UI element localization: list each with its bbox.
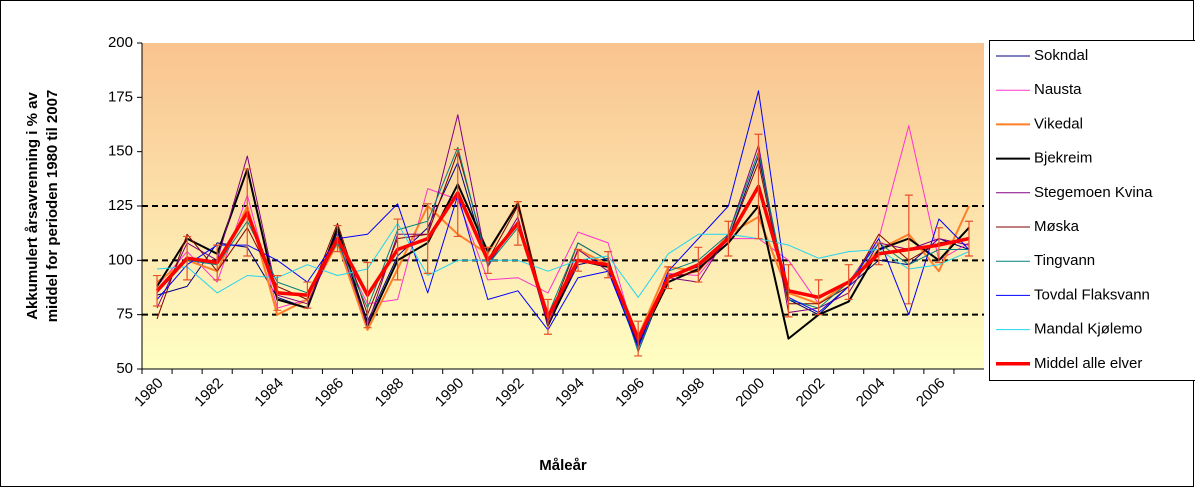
legend-label: Tingvann [1034,252,1095,269]
error-bar [453,148,462,238]
legend-label: Middel alle elver [1034,355,1142,372]
error-bar [844,264,853,301]
error-bar [423,203,432,274]
error-bar [934,227,943,264]
y-tick-label: 125 [108,197,133,214]
error-bar [964,220,973,257]
y-axis-title: Akkumulert årsavrenning i % av [24,92,41,320]
legend-label: Bjekreim [1034,150,1092,167]
error-bar [393,218,402,281]
error-bar [273,274,282,311]
error-bar [634,320,643,357]
legend-label: Sokndal [1034,47,1088,64]
x-axis-title: Måleår [539,457,587,474]
legend-label: Vikedal [1034,115,1083,132]
y-tick-label: 175 [108,88,133,105]
error-bar [153,274,162,307]
y-axis-title: middel for perioden 1980 til 2007 [44,90,61,323]
error-bar [784,264,793,318]
error-bar [814,279,823,316]
legend-label: Tovdal Flaksvann [1034,286,1150,303]
error-bar [904,194,913,305]
legend-box [989,40,1195,381]
error-bar [574,248,583,272]
y-tick-label: 150 [108,143,133,160]
legend-label: Nausta [1034,81,1082,98]
error-bar [694,246,703,283]
error-bar [874,242,883,266]
error-bar [333,224,342,253]
y-tick-label: 50 [116,360,133,377]
error-bar [213,244,222,281]
legend-label: Møska [1034,218,1080,235]
error-bar [754,133,763,240]
error-bar [664,266,673,290]
series-line [156,168,970,344]
y-tick-label: 200 [108,34,133,51]
error-bar [513,201,522,246]
series-line [156,146,969,353]
legend-label: Stegemoen Kvina [1034,184,1153,201]
y-tick-label: 100 [108,251,133,268]
series-line [156,222,970,298]
error-bar [243,168,252,257]
series-line [155,184,970,341]
error-bar [543,298,552,335]
error-bar [183,235,192,281]
error-bar [483,246,492,274]
error-bar [363,261,372,329]
error-bar [303,281,312,309]
error-bar [724,220,733,257]
y-tick-label: 75 [116,306,133,323]
legend-label: Mandal Kjølemo [1034,321,1142,338]
error-bar [604,251,613,279]
